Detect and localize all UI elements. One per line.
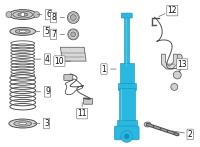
Bar [119, 88, 135, 122]
Ellipse shape [13, 11, 33, 18]
FancyBboxPatch shape [121, 13, 132, 18]
Bar [124, 16, 129, 67]
Circle shape [121, 130, 133, 142]
Ellipse shape [175, 133, 179, 136]
Text: 10: 10 [55, 57, 64, 66]
Circle shape [171, 83, 178, 90]
Text: 13: 13 [177, 60, 187, 69]
Ellipse shape [9, 119, 37, 128]
Ellipse shape [10, 27, 36, 35]
Circle shape [6, 12, 12, 17]
Circle shape [173, 71, 181, 79]
Text: 11: 11 [77, 109, 87, 118]
Text: 4: 4 [45, 55, 50, 64]
Ellipse shape [19, 122, 27, 125]
FancyBboxPatch shape [84, 98, 93, 104]
Circle shape [68, 29, 79, 40]
Circle shape [34, 12, 40, 17]
Text: 12: 12 [168, 6, 177, 15]
FancyBboxPatch shape [114, 126, 139, 140]
Circle shape [176, 54, 182, 60]
Polygon shape [161, 54, 177, 69]
Ellipse shape [18, 13, 28, 16]
Text: 2: 2 [188, 130, 193, 139]
Text: 5: 5 [44, 27, 49, 36]
Ellipse shape [14, 121, 32, 126]
Text: 3: 3 [44, 119, 49, 128]
Circle shape [21, 13, 25, 17]
Bar [120, 63, 134, 85]
Ellipse shape [144, 122, 151, 127]
FancyBboxPatch shape [64, 75, 73, 80]
Circle shape [67, 12, 79, 24]
Ellipse shape [19, 30, 26, 33]
Text: 7: 7 [51, 30, 56, 39]
Circle shape [71, 32, 76, 37]
Text: 8: 8 [51, 13, 56, 22]
Text: 1: 1 [102, 65, 106, 74]
Circle shape [124, 134, 129, 139]
Bar [118, 83, 136, 90]
Bar [117, 120, 137, 130]
Polygon shape [60, 47, 86, 61]
Text: 6: 6 [46, 10, 51, 19]
Circle shape [70, 15, 76, 20]
Text: 9: 9 [45, 87, 50, 96]
Ellipse shape [9, 10, 37, 20]
Ellipse shape [15, 29, 30, 34]
